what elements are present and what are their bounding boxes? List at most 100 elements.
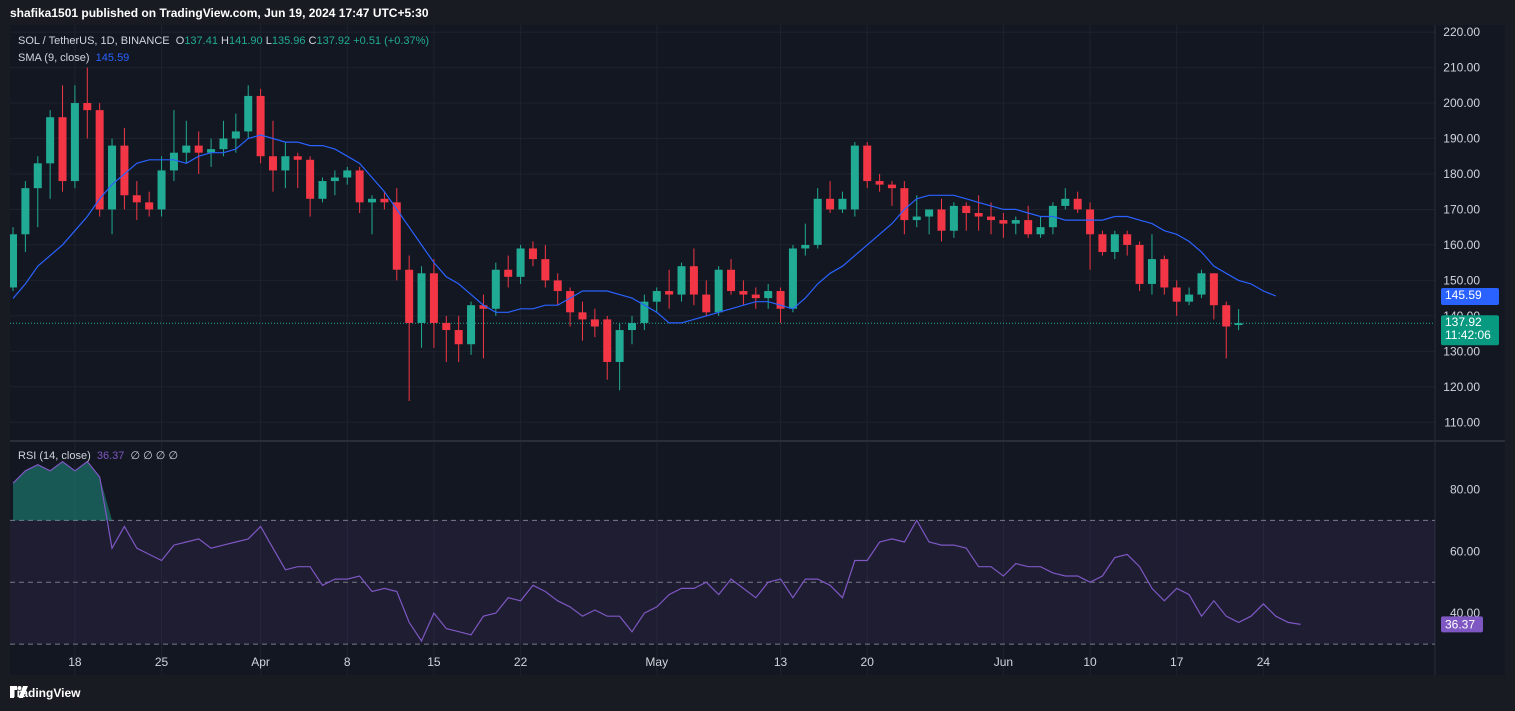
price-tick-label: 170.00 — [1443, 202, 1480, 216]
candle-body — [194, 145, 203, 153]
high-value: 141.90 — [228, 35, 263, 47]
candle-body — [788, 248, 797, 309]
change-value: +0.51 (+0.37%) — [353, 35, 430, 47]
candle-body — [1098, 234, 1107, 253]
candle-body — [652, 291, 661, 302]
candle-body — [108, 145, 117, 210]
publisher-text: shafika1501 published on TradingView.com… — [10, 6, 429, 20]
candle-body — [603, 319, 612, 362]
candle-body — [528, 248, 537, 260]
candle-body — [887, 184, 896, 189]
candle-body — [256, 95, 265, 157]
candle-body — [70, 103, 79, 182]
candle-body — [355, 170, 364, 203]
candle-body — [1110, 234, 1119, 253]
candle-body — [1234, 323, 1243, 326]
sma-legend: SMA (9, close) 145.59 — [18, 52, 129, 64]
candle-body — [628, 322, 636, 331]
date-tick-label: 10 — [1083, 655, 1097, 669]
candle-body — [590, 319, 599, 327]
candle-body — [714, 269, 723, 313]
candle-body — [949, 205, 958, 231]
price-tick-label: 120.00 — [1443, 380, 1480, 394]
price-tick-label: 220.00 — [1443, 25, 1480, 39]
chart-frame[interactable]: 220.00 210.00 200.00 190.00 180.00 170.00 160.… — [10, 25, 1505, 675]
close-label: C — [308, 35, 317, 47]
rsi-value-tag-text: 36.37 — [1445, 617, 1475, 631]
date-tick-label: 13 — [774, 655, 788, 669]
candle-body — [727, 269, 736, 292]
rsi-tick-label: 80.00 — [1450, 482, 1480, 496]
candle-body — [120, 145, 129, 196]
sma-line — [12, 134, 1277, 324]
candle-body — [640, 301, 649, 323]
candle-body — [330, 177, 339, 182]
chart-svg[interactable]: 220.00 210.00 200.00 190.00 180.00 170.00 160.… — [10, 25, 1505, 675]
candle-body — [157, 170, 166, 210]
date-tick-label: 22 — [514, 655, 528, 669]
symbol-legend: SOL / TetherUS, 1D, BINANCE O137.41 H141… — [18, 35, 429, 47]
candle-body — [417, 273, 426, 323]
candle-body — [1073, 198, 1082, 210]
price-tick-label: 210.00 — [1443, 61, 1480, 75]
date-tick-label: 20 — [861, 655, 875, 669]
candle-body — [801, 244, 810, 249]
candle-body — [776, 291, 785, 309]
candle-body — [925, 209, 934, 217]
candle-body — [1209, 273, 1218, 306]
candle-body — [1036, 227, 1045, 235]
candle-body — [1123, 234, 1132, 245]
rsi-value-tag-bg — [1441, 616, 1483, 633]
candle-body — [566, 291, 575, 313]
candle-body — [479, 305, 488, 309]
candle-body — [702, 294, 711, 313]
candle-body — [95, 110, 104, 210]
close-value: 137.92 — [316, 35, 351, 47]
date-tick-label: 18 — [68, 655, 82, 669]
candle-body — [863, 145, 872, 182]
candle-body — [541, 259, 550, 281]
candle-body — [454, 330, 463, 345]
sma-price-tag-text: 145.59 — [1445, 288, 1482, 302]
candle-body — [33, 163, 42, 189]
price-tick-label: 160.00 — [1443, 238, 1480, 252]
candle-body — [826, 198, 835, 210]
last-price-tag-bg — [1441, 315, 1499, 346]
date-tick-label: Jun — [994, 655, 1013, 669]
footer-brand: TradingView — [10, 686, 81, 700]
candle-body — [1172, 287, 1181, 302]
candle-body — [578, 312, 587, 320]
last-price-tag-text: 11:42:06 — [1445, 328, 1491, 342]
candle-body — [58, 117, 67, 182]
candle-body — [231, 131, 240, 139]
candle-body — [912, 216, 921, 221]
candle-body — [739, 291, 748, 295]
candle-body — [380, 198, 389, 203]
high-label: H — [221, 35, 229, 47]
candle-body — [850, 145, 859, 210]
candle-body — [937, 209, 946, 231]
candle-body — [751, 294, 760, 299]
publisher-line: shafika1501 published on TradingView.com… — [10, 6, 429, 20]
candle-body — [764, 291, 773, 299]
candle-body — [516, 248, 525, 277]
candle-body — [665, 291, 674, 295]
candle-body — [1147, 259, 1156, 284]
candle-body — [1222, 305, 1231, 327]
candle-body — [132, 195, 141, 203]
candle-body — [368, 198, 377, 203]
footer: TradingView — [10, 686, 80, 700]
candle-body — [1185, 294, 1194, 302]
price-tick-label: 150.00 — [1443, 273, 1480, 287]
candle-body — [145, 202, 154, 210]
candle-body — [615, 330, 624, 362]
date-tick-label: 17 — [1170, 655, 1184, 669]
symbol-label: SOL / TetherUS, 1D, BINANCE — [18, 35, 170, 47]
candle-body — [318, 181, 327, 199]
rsi-value: 36.37 — [96, 450, 125, 462]
candle-body — [987, 216, 996, 221]
price-tick-label: 190.00 — [1443, 132, 1480, 146]
candle-body — [46, 117, 55, 164]
candle-body — [689, 266, 698, 295]
candle-body — [343, 170, 352, 178]
